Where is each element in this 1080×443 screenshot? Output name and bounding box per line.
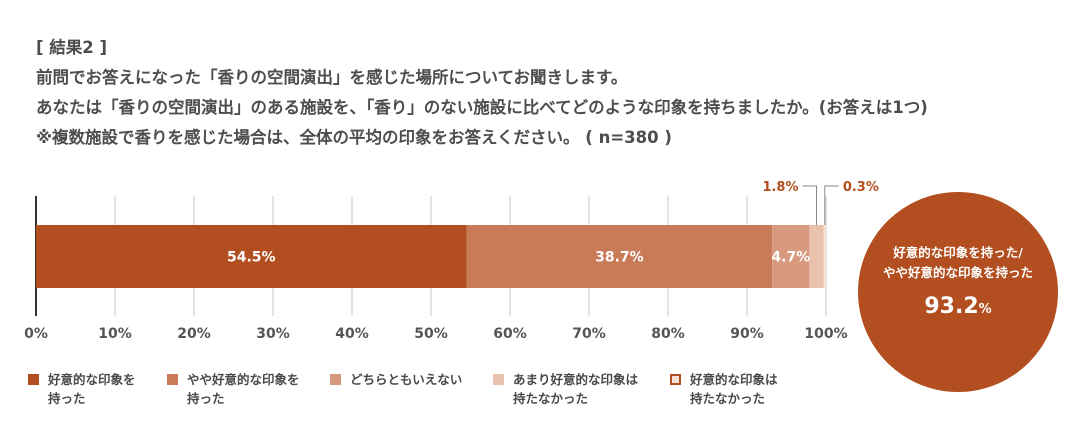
leader-line — [802, 185, 818, 225]
leader-line — [824, 185, 839, 225]
bar-segment — [36, 225, 467, 288]
legend-swatch — [493, 374, 504, 385]
summary-label-1: 好意的な印象を持った/ — [893, 245, 1023, 260]
summary-number: 93.2 — [924, 294, 979, 319]
x-tick-label: 20% — [177, 326, 211, 342]
legend-text: やや好意的な印象を 持った — [187, 372, 300, 406]
legend-text: 好意的な印象は 持たなかった — [690, 372, 778, 406]
x-tick-label: 30% — [256, 326, 290, 342]
data-label: 4.7% — [771, 250, 810, 266]
question-line-1: 前問でお答えになった「香りの空間演出」を感じた場所についてお聞きします。 — [36, 68, 628, 87]
legend-swatch — [670, 374, 681, 385]
bar-segment — [466, 225, 773, 288]
x-tick-label: 80% — [651, 326, 685, 342]
x-tick-label: 40% — [335, 326, 369, 342]
question-line-2: あなたは「香りの空間演出」のある施設を、「香り」のない施設に比べてどのような印象… — [36, 98, 928, 117]
x-tick-label: 0% — [24, 326, 48, 342]
bar-segment — [823, 225, 826, 288]
question-line-3: ※複数施設で香りを感じた場合は、全体の平均の印象をお答えください。 ( n=38… — [36, 128, 672, 147]
legend-swatch — [167, 374, 178, 385]
x-tick-label: 90% — [730, 326, 764, 342]
legend-text: どちらともいえない — [350, 372, 463, 387]
x-tick-label: 70% — [572, 326, 606, 342]
legend-swatch — [28, 374, 39, 385]
x-tick-label: 10% — [98, 326, 132, 342]
bar-segment — [809, 225, 824, 288]
x-tick-label: 100% — [804, 326, 847, 342]
legend-text: 好意的な印象を 持った — [48, 372, 136, 406]
summary-unit: % — [978, 302, 992, 317]
legend-swatch — [330, 374, 341, 385]
result-label: [ 結果2 ] — [36, 38, 108, 57]
data-label: 54.5% — [227, 250, 276, 266]
data-label: 1.8% — [762, 180, 798, 195]
x-tick-label: 60% — [493, 326, 527, 342]
summary-circle: 好意的な印象を持った/ やや好意的な印象を持った 93.2% — [858, 192, 1058, 392]
x-tick-label: 50% — [414, 326, 448, 342]
legend-text: あまり好意的な印象は 持たなかった — [513, 372, 639, 406]
bar-segment — [772, 225, 810, 288]
data-label: 0.3% — [843, 180, 879, 195]
summary-label-2: やや好意的な印象を持った — [882, 265, 1033, 280]
data-label: 38.7% — [595, 250, 644, 266]
summary-value: 93.2% — [858, 294, 1058, 319]
